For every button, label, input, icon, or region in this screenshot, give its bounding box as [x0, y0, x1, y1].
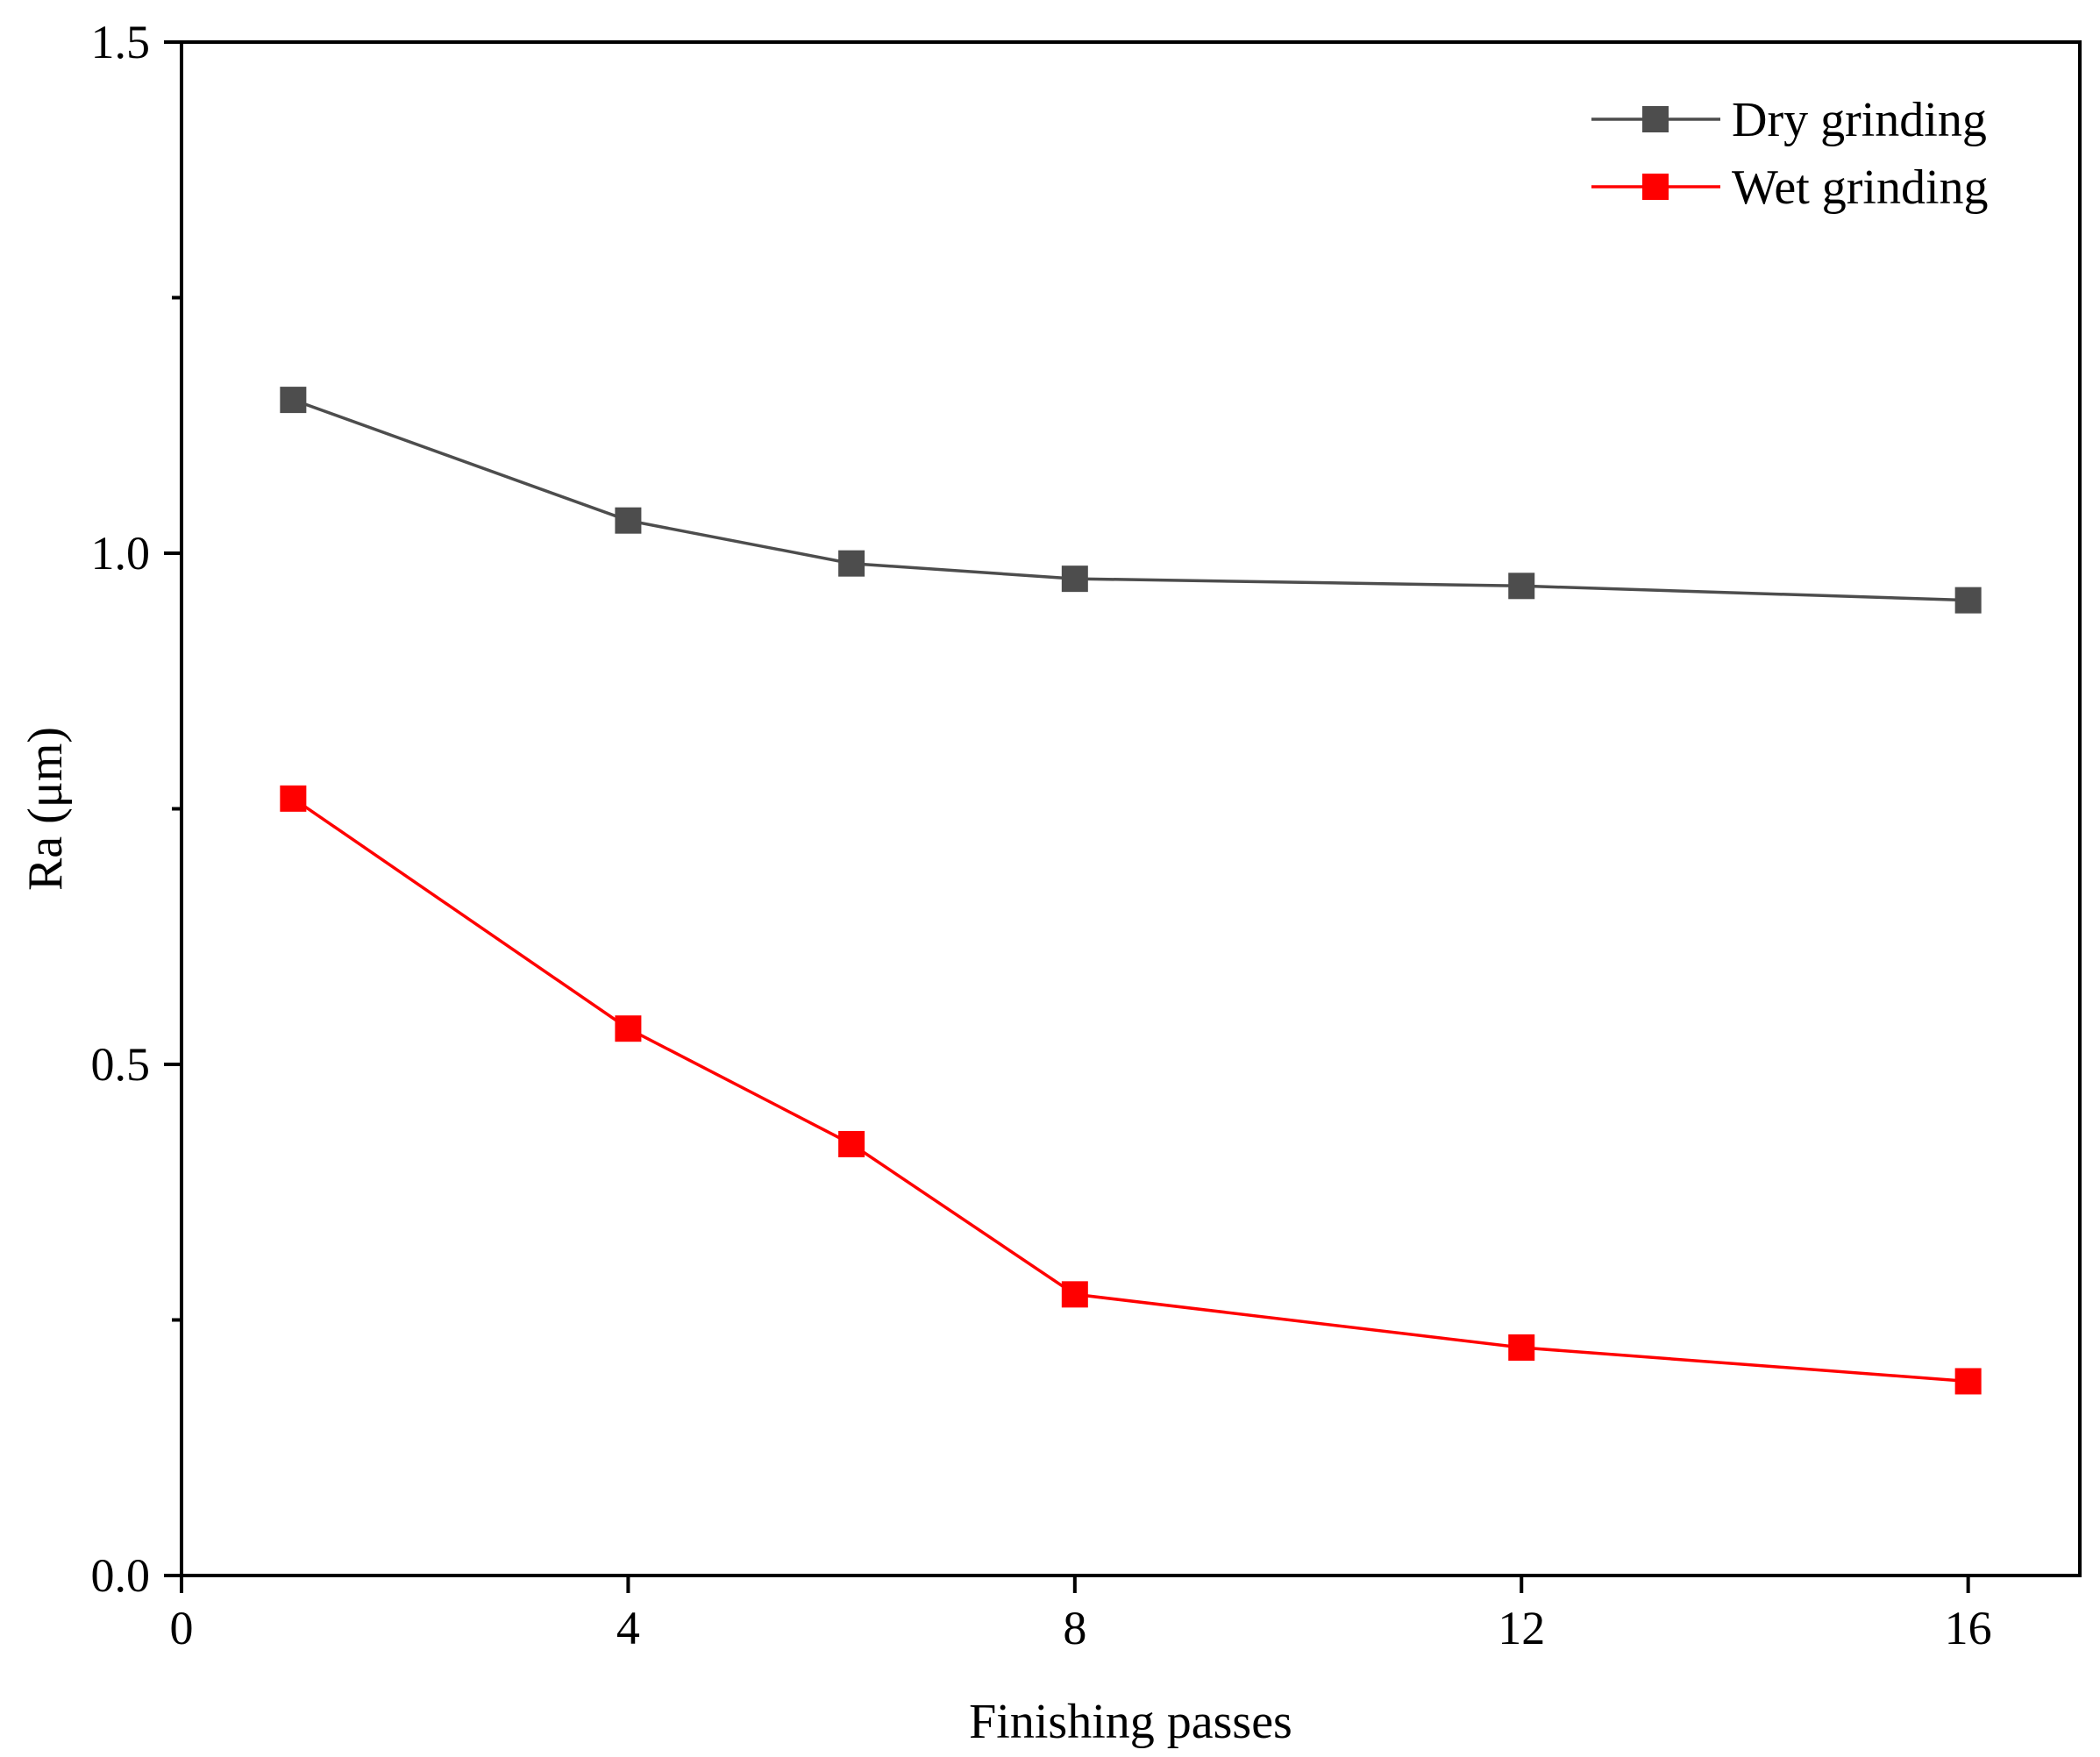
y-tick-label: 0.5	[91, 1038, 151, 1091]
data-point	[1508, 1334, 1535, 1361]
x-axis-ticks: 0 4 8 12 16	[170, 1576, 1992, 1654]
x-tick-label: 12	[1498, 1602, 1545, 1654]
series-layer	[280, 387, 1982, 1395]
legend-wet-marker	[1642, 174, 1669, 200]
legend-dry-marker	[1642, 106, 1669, 132]
data-point	[1061, 566, 1088, 593]
legend-dry-label: Dry grinding	[1732, 93, 1987, 147]
plot-frame	[180, 40, 2082, 1577]
x-tick-label: 16	[1945, 1602, 1992, 1654]
legend-entry-wet: Wet grinding	[1591, 160, 1989, 215]
y-tick-label: 1.0	[91, 527, 151, 580]
x-tick-label: 0	[170, 1602, 194, 1654]
x-tick-label: 8	[1063, 1602, 1086, 1654]
legend-entry-dry: Dry grinding	[1591, 93, 1987, 147]
data-point	[1954, 587, 1982, 614]
series-line	[292, 797, 1968, 1384]
data-point	[838, 1130, 865, 1157]
y-axis-ticks: 0.0 0.5 1.0 1.5	[91, 16, 182, 1602]
data-point	[1954, 1368, 1982, 1395]
y-axis-title: Ra (μm)	[18, 727, 73, 891]
data-point	[1061, 1281, 1088, 1308]
y-tick-label: 1.5	[91, 16, 151, 68]
legend-wet-label: Wet grinding	[1732, 160, 1989, 215]
y-tick-label: 0.0	[91, 1549, 151, 1602]
data-point	[280, 387, 307, 414]
legend: Dry grinding Wet grinding	[1591, 93, 1989, 215]
data-point	[280, 785, 307, 812]
series-wet	[280, 785, 1982, 1395]
data-point	[615, 507, 642, 534]
data-point	[1508, 573, 1535, 600]
data-point	[615, 1015, 642, 1042]
x-tick-label: 4	[616, 1602, 640, 1654]
x-axis-title: Finishing passes	[969, 1695, 1292, 1749]
data-point	[838, 550, 865, 577]
series-line	[292, 398, 1968, 602]
series-dry	[280, 387, 1982, 614]
